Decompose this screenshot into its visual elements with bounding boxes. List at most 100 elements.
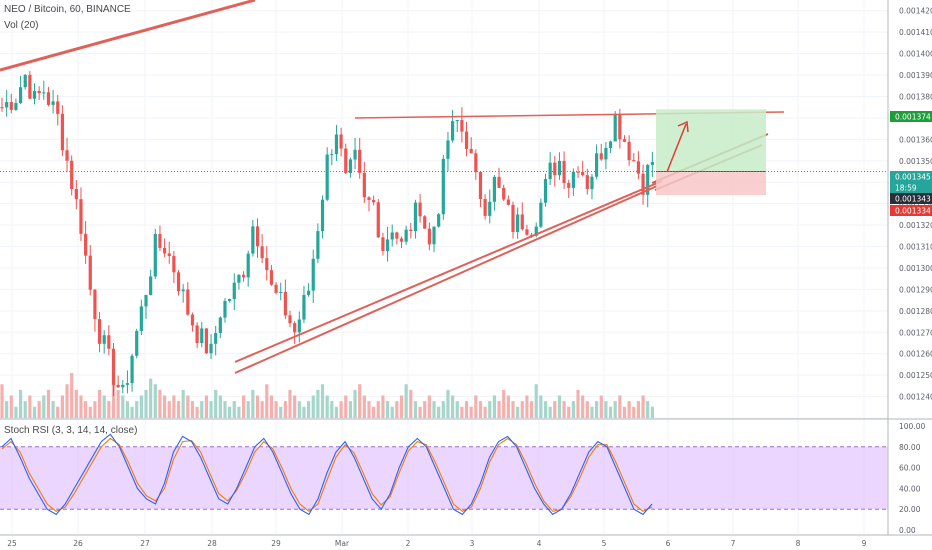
candle-body [641, 173, 645, 195]
volume-bar [576, 389, 580, 418]
volume-bar [74, 389, 78, 418]
time-tick-label: 5 [602, 539, 607, 548]
candle-body [293, 323, 297, 333]
candle-body [553, 162, 557, 176]
drawings[interactable] [0, 0, 888, 374]
candle-body [455, 119, 459, 122]
price-tick-label: 0.001250 [899, 371, 932, 380]
time-axis[interactable]: 25 26 27 28 29 Mar 2 3 4 5 6 7 8 9 [7, 539, 866, 548]
candle-body [153, 234, 157, 277]
candle-body [84, 233, 88, 256]
volume-bar [51, 401, 55, 418]
volume-bar [571, 401, 575, 418]
stoch-legend[interactable]: Stoch RSI (3, 3, 14, 14, close) [4, 425, 138, 436]
price-tick-label: 0.001280 [899, 307, 932, 316]
stoch-tick-label: 40.00 [899, 484, 921, 493]
candle-body [297, 319, 301, 333]
candle-body [358, 149, 362, 173]
volume-bar [590, 406, 594, 418]
candle-body [246, 253, 250, 278]
volume-bar [70, 373, 74, 418]
volume-bar [636, 401, 641, 418]
price-tick-label: 0.001360 [899, 135, 932, 144]
volume-bar [432, 401, 436, 418]
stoch-axis[interactable]: 100.00 80.00 60.00 40.00 20.00 0.00 [899, 422, 925, 535]
candle-body [228, 299, 232, 302]
volume-bar [274, 401, 278, 418]
candle-body [158, 234, 162, 248]
candle-body [334, 134, 339, 155]
candle-body [251, 226, 255, 254]
volume-legend[interactable]: Vol (20) [4, 20, 39, 31]
candle-body [14, 103, 18, 110]
volume-bar [367, 401, 371, 418]
candle-body [344, 148, 348, 173]
candle-body [353, 149, 357, 160]
candle-body [581, 171, 585, 176]
volume-bar [223, 401, 227, 418]
candle-body [135, 330, 139, 356]
volume-bar [214, 389, 218, 418]
candle-body [548, 162, 552, 180]
volume-bar [325, 395, 329, 418]
candle-body [367, 197, 371, 201]
volume-bar [516, 406, 520, 418]
candle-body [23, 74, 27, 88]
candle-body [330, 154, 334, 156]
candle-body [576, 171, 580, 173]
volume-bar [241, 395, 246, 418]
price-tick-label: 0.001240 [899, 393, 932, 402]
price-tick-label: 0.001390 [899, 71, 932, 80]
volume-bar [176, 401, 181, 418]
volume-bar [60, 395, 64, 418]
candle-body [506, 199, 510, 205]
candle-body [618, 114, 622, 140]
time-tick-label: 4 [537, 539, 542, 548]
volume-bar [618, 395, 622, 418]
candle-body [362, 172, 366, 198]
price-tag-bg [890, 111, 932, 122]
candle-body [60, 113, 64, 151]
volume-bar [525, 395, 529, 418]
candle-body [0, 107, 4, 109]
symbol-legend[interactable]: NEO / Bitcoin, 60, BINANCE [4, 4, 131, 15]
candle-body [478, 172, 483, 199]
candle-body [149, 276, 153, 296]
volume-bar [413, 401, 418, 418]
volume-bar [279, 406, 283, 418]
volume-bar [353, 389, 357, 418]
volume-bar [483, 406, 487, 418]
candle-body [46, 92, 51, 105]
volume-bar [172, 395, 176, 418]
volume-bar [209, 401, 213, 418]
candle-body [488, 201, 492, 216]
volume-bar [153, 384, 157, 418]
candle-body [200, 328, 204, 344]
candle-body [557, 160, 562, 176]
time-tick-label: 28 [207, 539, 217, 548]
price-tag-label: 0.001374 [895, 113, 931, 122]
volume-bar [437, 406, 441, 418]
candle-body [646, 164, 650, 195]
time-tick-label: 7 [731, 539, 736, 548]
volume-bar [381, 395, 385, 418]
volume-bar [320, 384, 325, 418]
price-axis[interactable]: 0.001420 0.001410 0.001400 0.001390 0.001380… [899, 7, 932, 402]
volume-bar [376, 401, 380, 418]
price-tick-label: 0.001320 [899, 221, 932, 230]
candle-body [492, 176, 497, 202]
time-tick-label: 25 [7, 539, 17, 548]
candle-body [288, 315, 292, 324]
candle-body [74, 189, 78, 200]
candle-body [116, 384, 120, 388]
candle-body [376, 202, 380, 238]
volume-bar [84, 401, 88, 418]
candle-body [627, 141, 631, 161]
wedge-upper-support [234, 180, 663, 363]
price-tick-label: 0.001270 [899, 328, 932, 337]
candle-body [381, 237, 385, 252]
volume-bar [464, 401, 469, 418]
volume-bar [641, 395, 645, 418]
trendline-top-left [0, 0, 256, 72]
